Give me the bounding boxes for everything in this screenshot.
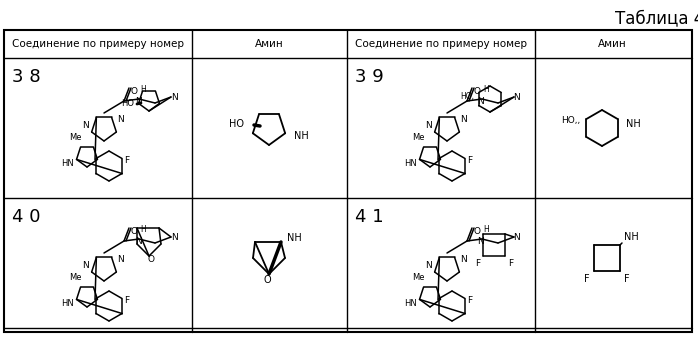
Text: Амин: Амин — [255, 39, 284, 49]
Text: 4 1: 4 1 — [355, 208, 384, 226]
Text: Соединение по примеру номер: Соединение по примеру номер — [12, 39, 184, 49]
Text: N: N — [460, 256, 467, 264]
Text: F: F — [468, 156, 473, 165]
Text: Соединение по примеру номер: Соединение по примеру номер — [355, 39, 527, 49]
Text: F: F — [468, 296, 473, 305]
Text: N: N — [460, 116, 467, 124]
Text: Me: Me — [413, 134, 425, 142]
Text: N: N — [117, 116, 124, 124]
Text: HO,: HO, — [460, 93, 474, 101]
Text: N: N — [477, 238, 484, 246]
Text: Me: Me — [70, 274, 82, 282]
Text: HO: HO — [229, 119, 244, 129]
Text: N: N — [117, 256, 124, 264]
Text: H: H — [140, 225, 146, 234]
Text: F: F — [124, 296, 130, 305]
Text: N: N — [82, 121, 89, 131]
Text: O: O — [131, 86, 138, 96]
Text: NH: NH — [294, 131, 309, 141]
Text: O: O — [473, 86, 480, 96]
Text: H: H — [483, 225, 489, 234]
Text: N: N — [170, 233, 177, 241]
Text: Me: Me — [413, 274, 425, 282]
Text: NH: NH — [626, 119, 641, 129]
Text: F: F — [584, 274, 590, 284]
Bar — [4, 30, 692, 332]
Text: H: H — [483, 85, 489, 94]
Text: Me: Me — [70, 134, 82, 142]
Text: 4 0: 4 0 — [12, 208, 40, 226]
Text: F: F — [508, 259, 513, 268]
Text: N: N — [425, 121, 432, 131]
Text: HN: HN — [404, 299, 417, 308]
Text: F: F — [124, 156, 130, 165]
Text: HN: HN — [61, 160, 74, 168]
Text: NH: NH — [624, 232, 639, 242]
Text: HN: HN — [404, 160, 417, 168]
Text: N: N — [135, 98, 142, 106]
Text: N: N — [477, 98, 484, 106]
Text: O: O — [263, 275, 271, 285]
Text: HN: HN — [61, 299, 74, 308]
Text: N: N — [514, 93, 521, 101]
Text: N: N — [135, 238, 142, 246]
Text: 3 9: 3 9 — [355, 68, 384, 86]
Text: HO,,: HO,, — [560, 116, 580, 124]
Text: N: N — [514, 233, 521, 241]
Text: N: N — [82, 261, 89, 271]
Text: O: O — [147, 255, 154, 263]
Text: 3 8: 3 8 — [12, 68, 40, 86]
Text: NH: NH — [287, 233, 302, 243]
Text: O: O — [473, 226, 480, 236]
Text: F: F — [624, 274, 630, 284]
Text: F: F — [475, 259, 480, 268]
Text: Амин: Амин — [598, 39, 627, 49]
Text: N: N — [425, 261, 432, 271]
Text: O: O — [131, 226, 138, 236]
Text: H: H — [140, 85, 146, 94]
Text: N: N — [170, 93, 177, 101]
Text: Таблица 4: Таблица 4 — [616, 9, 698, 27]
Text: HO: HO — [121, 100, 134, 108]
